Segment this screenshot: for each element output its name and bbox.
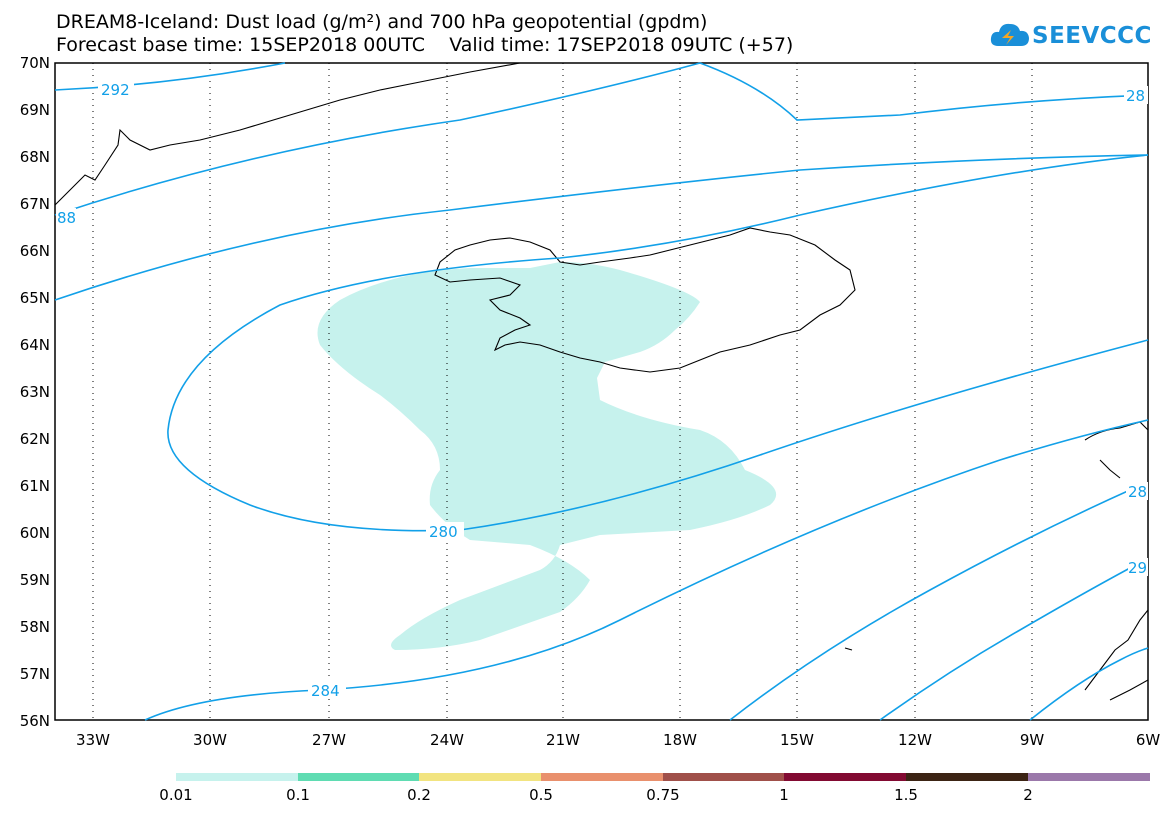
contour-label: 88 — [57, 209, 76, 227]
contour-284-south — [144, 419, 1149, 721]
colorbar-segment — [906, 773, 1028, 781]
lon-label: 15W — [780, 731, 814, 749]
colorbar-segment — [419, 773, 542, 781]
colorbar — [176, 773, 1150, 781]
colorbar-label: 0.1 — [286, 786, 310, 804]
lon-label: 30W — [193, 731, 227, 749]
lat-label: 67N — [20, 195, 50, 213]
contour-outer — [699, 62, 1149, 121]
contour-label: 28 — [1128, 483, 1147, 501]
contour-label: 280 — [429, 523, 458, 541]
lat-label: 60N — [20, 524, 50, 542]
lat-label: 61N — [20, 477, 50, 495]
lon-label: 21W — [546, 731, 580, 749]
contour-label: 29 — [1128, 559, 1147, 577]
lat-label: 69N — [20, 101, 50, 119]
coastlines — [54, 62, 1149, 701]
colorbar-segment — [784, 773, 907, 781]
contour-label: 284 — [311, 682, 340, 700]
colorbar-label: 0.01 — [159, 786, 193, 804]
lat-label: 66N — [20, 242, 50, 260]
contour-296-south — [1029, 647, 1149, 721]
contour-label: 28 — [1126, 87, 1145, 105]
contour-288-south — [729, 489, 1131, 721]
contour-288 — [54, 62, 701, 216]
cloud-icon — [990, 23, 1029, 46]
colorbar-segment — [1027, 773, 1150, 781]
colorbar-label: 1 — [779, 786, 789, 804]
colorbar-segment — [541, 773, 663, 781]
lat-label: 70N — [20, 54, 50, 72]
lon-label: 12W — [898, 731, 932, 749]
geopotential-contours — [54, 62, 1149, 721]
logo-text: SEEVCCC — [1032, 23, 1152, 49]
lat-label: 59N — [20, 571, 50, 589]
lat-label: 64N — [20, 336, 50, 354]
scotland-coast — [1084, 609, 1149, 701]
contour-284-north — [54, 154, 1149, 301]
iceland-coast — [434, 227, 856, 373]
map-title: DREAM8-Iceland: Dust load (g/m²) and 700… — [56, 11, 708, 33]
lat-label: 65N — [20, 289, 50, 307]
lon-label: 18W — [663, 731, 697, 749]
lat-label: 63N — [20, 383, 50, 401]
colorbar-segment — [176, 773, 298, 781]
colorbar-label: 1.5 — [894, 786, 918, 804]
lat-label: 62N — [20, 430, 50, 448]
lon-label: 9W — [1020, 731, 1045, 749]
longitude-labels: 33W 30W 27W 24W 21W 18W 15W 12W 9W 6W — [76, 731, 1160, 749]
greenland-coast — [54, 62, 521, 206]
contour-label-group: 292 28 28 280 284 29 88 — [56, 80, 1148, 700]
lon-label: 6W — [1136, 731, 1161, 749]
lon-label: 24W — [430, 731, 464, 749]
lon-label: 27W — [312, 731, 346, 749]
colorbar-segment — [662, 773, 785, 781]
colorbar-label: 0.75 — [646, 786, 680, 804]
latitude-labels: 70N 69N 68N 67N 66N 65N 64N 63N 62N 61N … — [20, 54, 50, 730]
coast-small — [844, 647, 853, 651]
contour-label: 292 — [101, 81, 130, 99]
lat-label: 57N — [20, 665, 50, 683]
forecast-time-subtitle: Forecast base time: 15SEP2018 00UTC Vali… — [56, 34, 794, 56]
faroe-shetland-coast — [1084, 421, 1149, 479]
colorbar-segment — [297, 773, 420, 781]
colorbar-label: 0.2 — [407, 786, 431, 804]
lat-label: 68N — [20, 148, 50, 166]
colorbar-label: 0.5 — [529, 786, 553, 804]
contour-292-south — [879, 567, 1131, 721]
dust-region — [317, 262, 777, 650]
contour-292 — [54, 62, 286, 91]
lat-label: 56N — [20, 712, 50, 730]
seevccc-logo: SEEVCCC — [990, 18, 1165, 58]
lat-label: 58N — [20, 618, 50, 636]
contour-280 — [167, 154, 1149, 532]
map-frame — [54, 62, 1149, 721]
colorbar-label: 2 — [1023, 786, 1033, 804]
lon-label: 33W — [76, 731, 110, 749]
